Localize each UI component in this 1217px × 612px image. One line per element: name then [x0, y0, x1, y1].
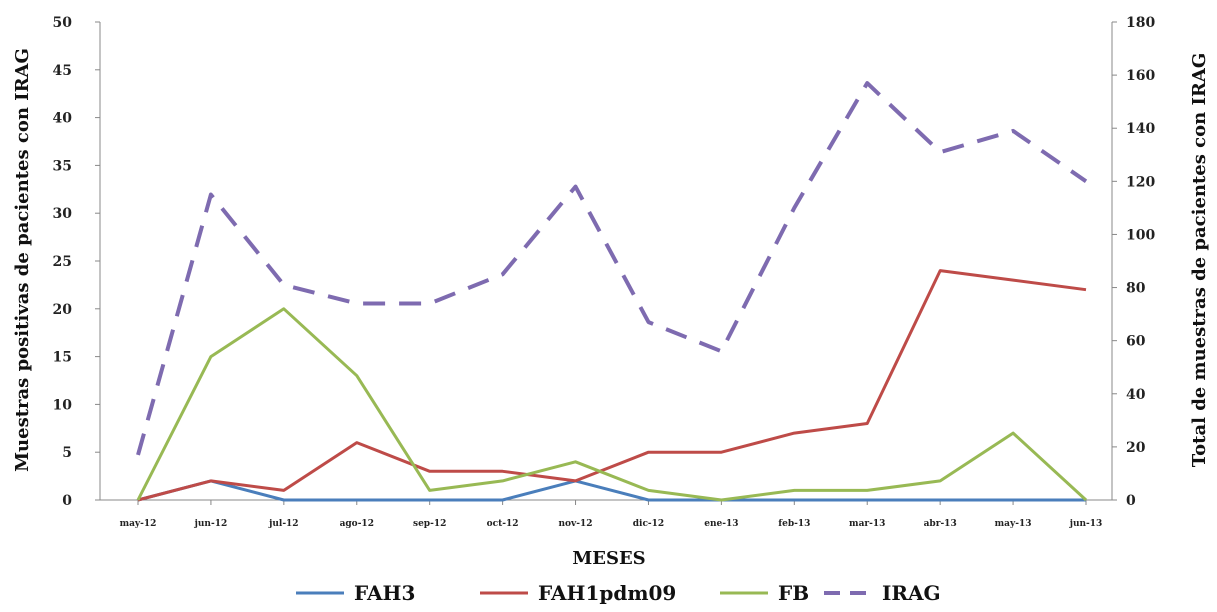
x-tick-label: abr-13 [924, 519, 957, 529]
axes [99, 22, 1113, 501]
y-tick-label: 15 [53, 350, 72, 366]
left-axis-ticks: 0 5 10 15 20 25 30 35 40 45 50 [53, 15, 100, 509]
x-tick-label: may-13 [995, 519, 1032, 529]
y2-tick-label: 120 [1126, 174, 1155, 190]
x-tick-label: dic-12 [633, 519, 664, 529]
y-tick-label: 30 [53, 206, 73, 222]
legend-label-fah3: FAH3 [354, 581, 415, 605]
x-tick-label: jun-12 [194, 519, 228, 529]
y-tick-label: 50 [53, 15, 73, 31]
x-tick-label: jul-12 [268, 519, 298, 529]
y-tick-label: 0 [62, 493, 72, 509]
x-tick-label: may-12 [120, 519, 157, 529]
y2-tick-label: 80 [1126, 281, 1146, 297]
y2-tick-label: 140 [1126, 121, 1155, 137]
series-line-fah3 [137, 479, 1086, 502]
y2-tick-label: 180 [1126, 15, 1155, 31]
y-tick-label: 20 [53, 302, 73, 318]
series-line-fb [136, 307, 1088, 502]
y-tick-label: 45 [53, 63, 72, 79]
y2-axis-title: Total de muestras de pacientes con IRAG [1189, 53, 1210, 467]
x-axis-title: MESES [572, 548, 645, 569]
y-tick-label: 25 [53, 254, 72, 270]
x-tick-label: oct-12 [487, 519, 519, 529]
y2-tick-label: 20 [1126, 440, 1146, 456]
right-axis-ticks: 0 20 40 60 80 100 120 140 160 180 [1112, 15, 1155, 509]
x-tick-label: sep-12 [413, 519, 446, 529]
series-line-fah1pdm09 [137, 269, 1087, 502]
legend-label-irag: IRAG [882, 581, 941, 605]
x-tick-label: jun-13 [1069, 519, 1103, 529]
x-axis-ticks: may-12 jun-12 jul-12 ago-12 sep-12 oct-12 nov-… [120, 500, 1103, 529]
y-tick-label: 5 [62, 445, 72, 461]
y-tick-label: 35 [53, 158, 72, 174]
y-tick-label: 10 [53, 397, 73, 413]
y-tick-label: 40 [53, 111, 73, 127]
y2-tick-label: 160 [1126, 68, 1155, 84]
y2-tick-label: 60 [1126, 334, 1146, 350]
series-line-irag [136, 81, 1088, 456]
legend-label-fah1pdm09: FAH1pdm09 [538, 581, 676, 605]
x-tick-label: ene-13 [704, 519, 738, 529]
y2-tick-label: 100 [1126, 227, 1155, 243]
x-tick-label: feb-13 [778, 519, 810, 529]
legend: FAH3 FAH1pdm09 FB IRAG [296, 581, 941, 605]
y2-tick-label: 40 [1126, 387, 1146, 403]
y2-tick-label: 0 [1126, 493, 1136, 509]
x-tick-label: mar-13 [849, 519, 885, 529]
legend-label-fb: FB [778, 581, 809, 605]
series-lines [136, 81, 1088, 502]
x-tick-label: nov-12 [559, 519, 593, 529]
y-axis-title: Muestras positivas de pacientes con IRAG [12, 48, 33, 472]
x-tick-label: ago-12 [340, 519, 374, 529]
